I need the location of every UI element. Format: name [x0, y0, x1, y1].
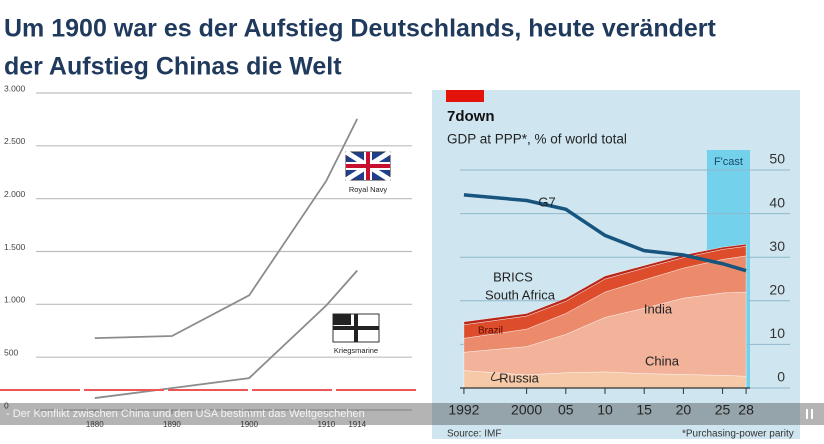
series-label: India: [644, 301, 673, 316]
stacked-area: [463, 243, 747, 326]
flags: [332, 149, 392, 343]
label-pointer: [490, 371, 501, 381]
slide-title: Um 1900 war es der Aufstieg Deutschlands…: [4, 15, 716, 43]
video-caption: - Der Konflikt zwischen China und den US…: [6, 408, 365, 420]
y-tick-label: 2.500: [4, 136, 26, 146]
y-tick-label: 500: [4, 347, 18, 357]
y-tick-label: 2.000: [4, 189, 26, 199]
chart-title: 7down: [447, 108, 495, 125]
x-tick-label: 1890: [163, 420, 181, 429]
y-tick-label: 40: [769, 194, 785, 210]
x-tick-label: 10: [597, 402, 613, 418]
series-label: G7: [538, 194, 555, 209]
series-label: Brazil: [478, 326, 503, 337]
x-tick-label: 1910: [317, 420, 335, 429]
y-tick-label: 1.500: [4, 242, 26, 252]
x-tick-label: 1880: [86, 420, 104, 429]
series-label: Kriegsmarine: [334, 346, 378, 355]
german-flag: [333, 314, 351, 325]
data-line: [94, 269, 358, 399]
x-tick-label: 25: [715, 402, 731, 418]
y-tick-label: 3.000: [4, 83, 26, 93]
slide-title: der Aufstieg Chinas die Welt: [4, 53, 342, 81]
y-tick-label: 30: [769, 238, 785, 254]
series-label: Royal Navy: [349, 185, 388, 194]
x-tick-label: 28: [738, 402, 754, 418]
y-tick-label: 10: [769, 325, 785, 341]
brand-tag: [446, 90, 484, 102]
y-tick-label: 0: [777, 369, 785, 385]
x-tick-label: 20: [676, 402, 692, 418]
x-tick-label: 15: [636, 402, 652, 418]
x-tick-label: 1914: [348, 420, 366, 429]
pause-icon: [806, 409, 813, 419]
data-line: [94, 118, 359, 340]
y-tick-label: 20: [769, 282, 785, 298]
x-tick-label: 1900: [240, 420, 258, 429]
x-tick-label: 05: [558, 402, 574, 418]
group-label: BRICS: [493, 269, 533, 284]
series-label: South Africa: [485, 287, 556, 302]
y-tick-label: 1.000: [4, 295, 26, 305]
forecast-label: F'cast: [714, 156, 743, 168]
source: Source: IMF: [447, 429, 501, 439]
y-tick-label: 50: [769, 151, 785, 167]
chart-subtitle: GDP at PPP*, % of world total: [447, 132, 627, 147]
y-tick-label: 0: [4, 400, 9, 410]
data-line: [463, 193, 747, 273]
video-overlay: [0, 403, 824, 425]
x-tick-label: 2000: [511, 402, 542, 418]
uk-flag: [346, 152, 390, 180]
series-label: China: [645, 353, 680, 368]
german-flag: [333, 314, 379, 342]
footnote: *Purchasing-power parity: [682, 429, 794, 439]
x-tick-label: 1992: [448, 402, 479, 418]
